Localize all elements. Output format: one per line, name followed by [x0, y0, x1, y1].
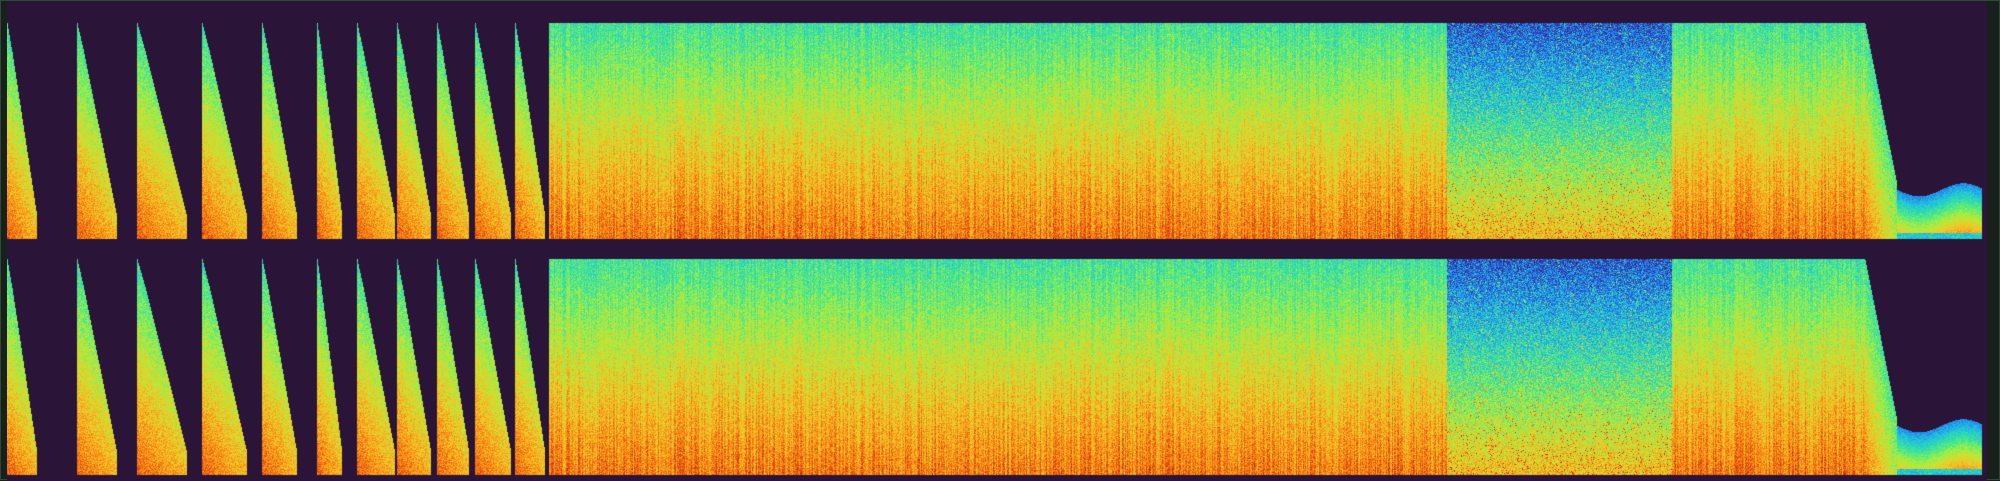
spectrogram-view[interactable] — [7, 1, 1987, 481]
